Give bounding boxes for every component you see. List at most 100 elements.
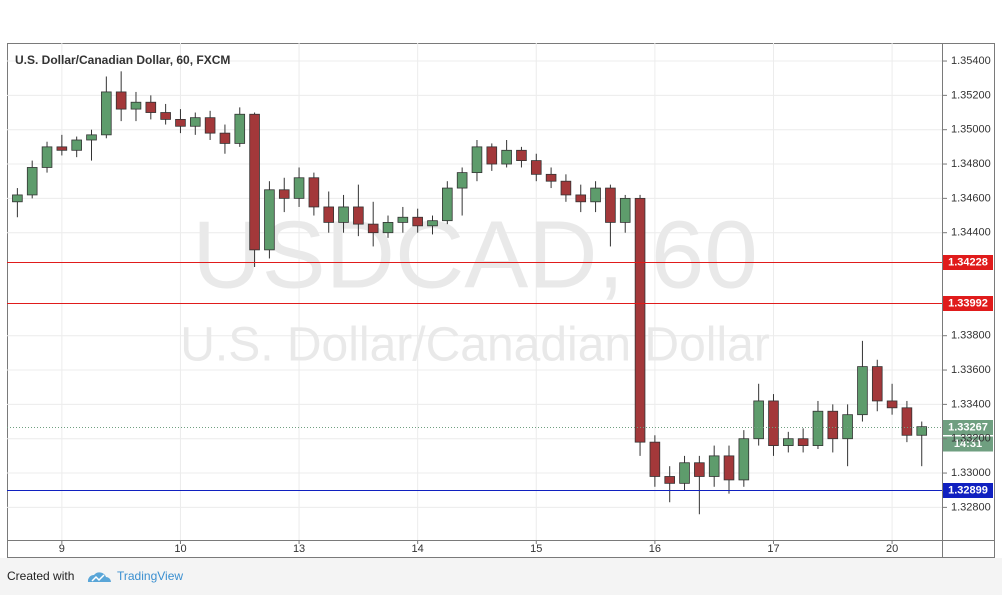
candle-body [783, 438, 794, 446]
candle-body [397, 216, 409, 223]
candle-body [278, 189, 290, 199]
level-label: 1.34228 [948, 256, 988, 268]
x-tick-label: 9 [59, 543, 65, 555]
candle-body [590, 187, 601, 203]
candle-body [560, 180, 572, 196]
candle-body [219, 132, 231, 144]
candle-body [842, 414, 853, 440]
y-tick-label: 1.33600 [951, 364, 991, 376]
y-tick-label: 1.35000 [951, 124, 991, 136]
candle-body [871, 366, 883, 402]
x-tick-label: 16 [649, 543, 661, 555]
levels: 1.34228 1.33992 1.33267 14:31 1.32899 [7, 255, 993, 498]
candle-body [264, 189, 275, 251]
chart-title: U.S. Dollar/Canadian Dollar, 60, FXCM [15, 53, 230, 67]
candle-body [12, 194, 23, 203]
watermark-subtitle: U.S. Dollar/Canadian Dollar [180, 319, 770, 372]
y-tick-label: 1.34400 [951, 227, 991, 239]
level-label-box [943, 420, 993, 435]
candle-body [101, 91, 112, 136]
candle-body [605, 187, 616, 223]
x-tick-label: 20 [886, 543, 898, 555]
candle-body [86, 134, 97, 141]
candle-body [323, 206, 335, 223]
x-tick-label: 10 [174, 543, 186, 555]
tradingview-logo [87, 572, 111, 582]
candle-body [827, 410, 839, 440]
candle-body [41, 146, 53, 168]
axes: 1.32800 1.33000 1.33200 1.33400 1.33600 1.338… [59, 55, 991, 555]
level-label: 1.32899 [948, 484, 988, 496]
level-label-box [943, 296, 993, 311]
candle-body [189, 117, 201, 127]
y-tick-label: 1.34600 [951, 192, 991, 204]
candle-body [427, 220, 438, 227]
candle-body [738, 438, 750, 481]
candle-body [797, 438, 809, 446]
candle-body [175, 118, 186, 127]
candle-body [145, 101, 157, 113]
candle-body [486, 146, 498, 165]
candle-body [575, 194, 587, 203]
candle-body [723, 455, 735, 481]
y-tick-label: 1.35400 [951, 55, 991, 67]
candle-body [160, 112, 171, 120]
candle-body [115, 91, 127, 110]
candle-body [916, 426, 928, 436]
candle-body [249, 113, 260, 251]
candle-body [530, 160, 542, 175]
candle-body [338, 206, 349, 223]
candle-body [204, 117, 216, 134]
candle-body [812, 410, 824, 446]
footer-band [0, 558, 1002, 595]
candle-body [886, 400, 898, 409]
candle-body [382, 222, 394, 234]
candle-body [293, 177, 305, 199]
x-tick-label: 14 [412, 543, 424, 555]
candle-body [753, 400, 764, 440]
candle-body [56, 146, 68, 151]
y-tick-label: 1.34800 [951, 158, 991, 170]
candle-body [308, 177, 320, 208]
candles [12, 71, 928, 515]
candle-body [412, 216, 423, 227]
candle-body [367, 223, 379, 234]
y-tick-label: 1.33400 [951, 398, 991, 410]
candle-body [71, 139, 82, 151]
level-label: 1.33267 [948, 421, 988, 433]
candle-body [857, 366, 868, 416]
candle-body [26, 167, 38, 196]
x-tick-label: 15 [530, 543, 542, 555]
candle-body [619, 197, 631, 223]
grid [7, 43, 942, 540]
x-tick-label: 13 [293, 543, 305, 555]
footer-brand[interactable]: TradingView [117, 569, 183, 583]
candle-body [501, 149, 512, 165]
candle-body [130, 101, 142, 110]
y-tick-label: 1.32800 [951, 501, 991, 513]
candle-body [634, 197, 646, 443]
level-label-box [943, 255, 993, 270]
candle-body [471, 146, 483, 174]
countdown-box [943, 436, 993, 452]
candle-body [516, 149, 527, 161]
y-tick-label: 1.35200 [951, 89, 991, 101]
y-tick-label: 1.33200 [951, 433, 991, 445]
x-tick-label: 17 [767, 543, 779, 555]
y-tick-label: 1.33000 [951, 467, 991, 479]
candle-body [664, 476, 675, 484]
candle-body [768, 400, 779, 446]
countdown: 14:31 [954, 438, 982, 450]
candle-body [679, 462, 690, 484]
candle-body [694, 462, 705, 477]
level-label: 1.33992 [948, 297, 988, 309]
candle-body [456, 172, 468, 189]
y-tick-label: 1.33800 [951, 330, 991, 342]
chart-frame [7, 43, 995, 558]
candle-body [901, 407, 913, 436]
candle-body [708, 455, 720, 477]
candle-body [234, 113, 246, 144]
level-label-box [943, 483, 993, 498]
